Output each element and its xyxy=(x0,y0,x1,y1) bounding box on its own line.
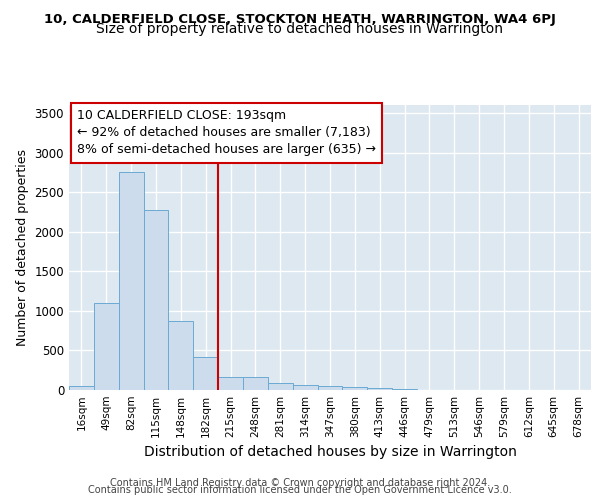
X-axis label: Distribution of detached houses by size in Warrington: Distribution of detached houses by size … xyxy=(143,446,517,460)
Bar xyxy=(367,388,392,390)
Text: 10 CALDERFIELD CLOSE: 193sqm
← 92% of detached houses are smaller (7,183)
8% of : 10 CALDERFIELD CLOSE: 193sqm ← 92% of de… xyxy=(77,110,376,156)
Text: 10, CALDERFIELD CLOSE, STOCKTON HEATH, WARRINGTON, WA4 6PJ: 10, CALDERFIELD CLOSE, STOCKTON HEATH, W… xyxy=(44,12,556,26)
Bar xyxy=(119,172,143,390)
Text: Size of property relative to detached houses in Warrington: Size of property relative to detached ho… xyxy=(97,22,503,36)
Bar xyxy=(218,376,243,390)
Text: Contains public sector information licensed under the Open Government Licence v3: Contains public sector information licen… xyxy=(88,485,512,495)
Bar xyxy=(293,385,317,390)
Bar xyxy=(143,210,169,390)
Bar xyxy=(69,386,94,390)
Bar xyxy=(317,386,343,390)
Bar xyxy=(243,377,268,390)
Bar xyxy=(392,389,417,390)
Bar xyxy=(268,383,293,390)
Text: Contains HM Land Registry data © Crown copyright and database right 2024.: Contains HM Land Registry data © Crown c… xyxy=(110,478,490,488)
Bar xyxy=(193,357,218,390)
Y-axis label: Number of detached properties: Number of detached properties xyxy=(16,149,29,346)
Bar xyxy=(343,387,367,390)
Bar xyxy=(169,321,193,390)
Bar xyxy=(94,303,119,390)
